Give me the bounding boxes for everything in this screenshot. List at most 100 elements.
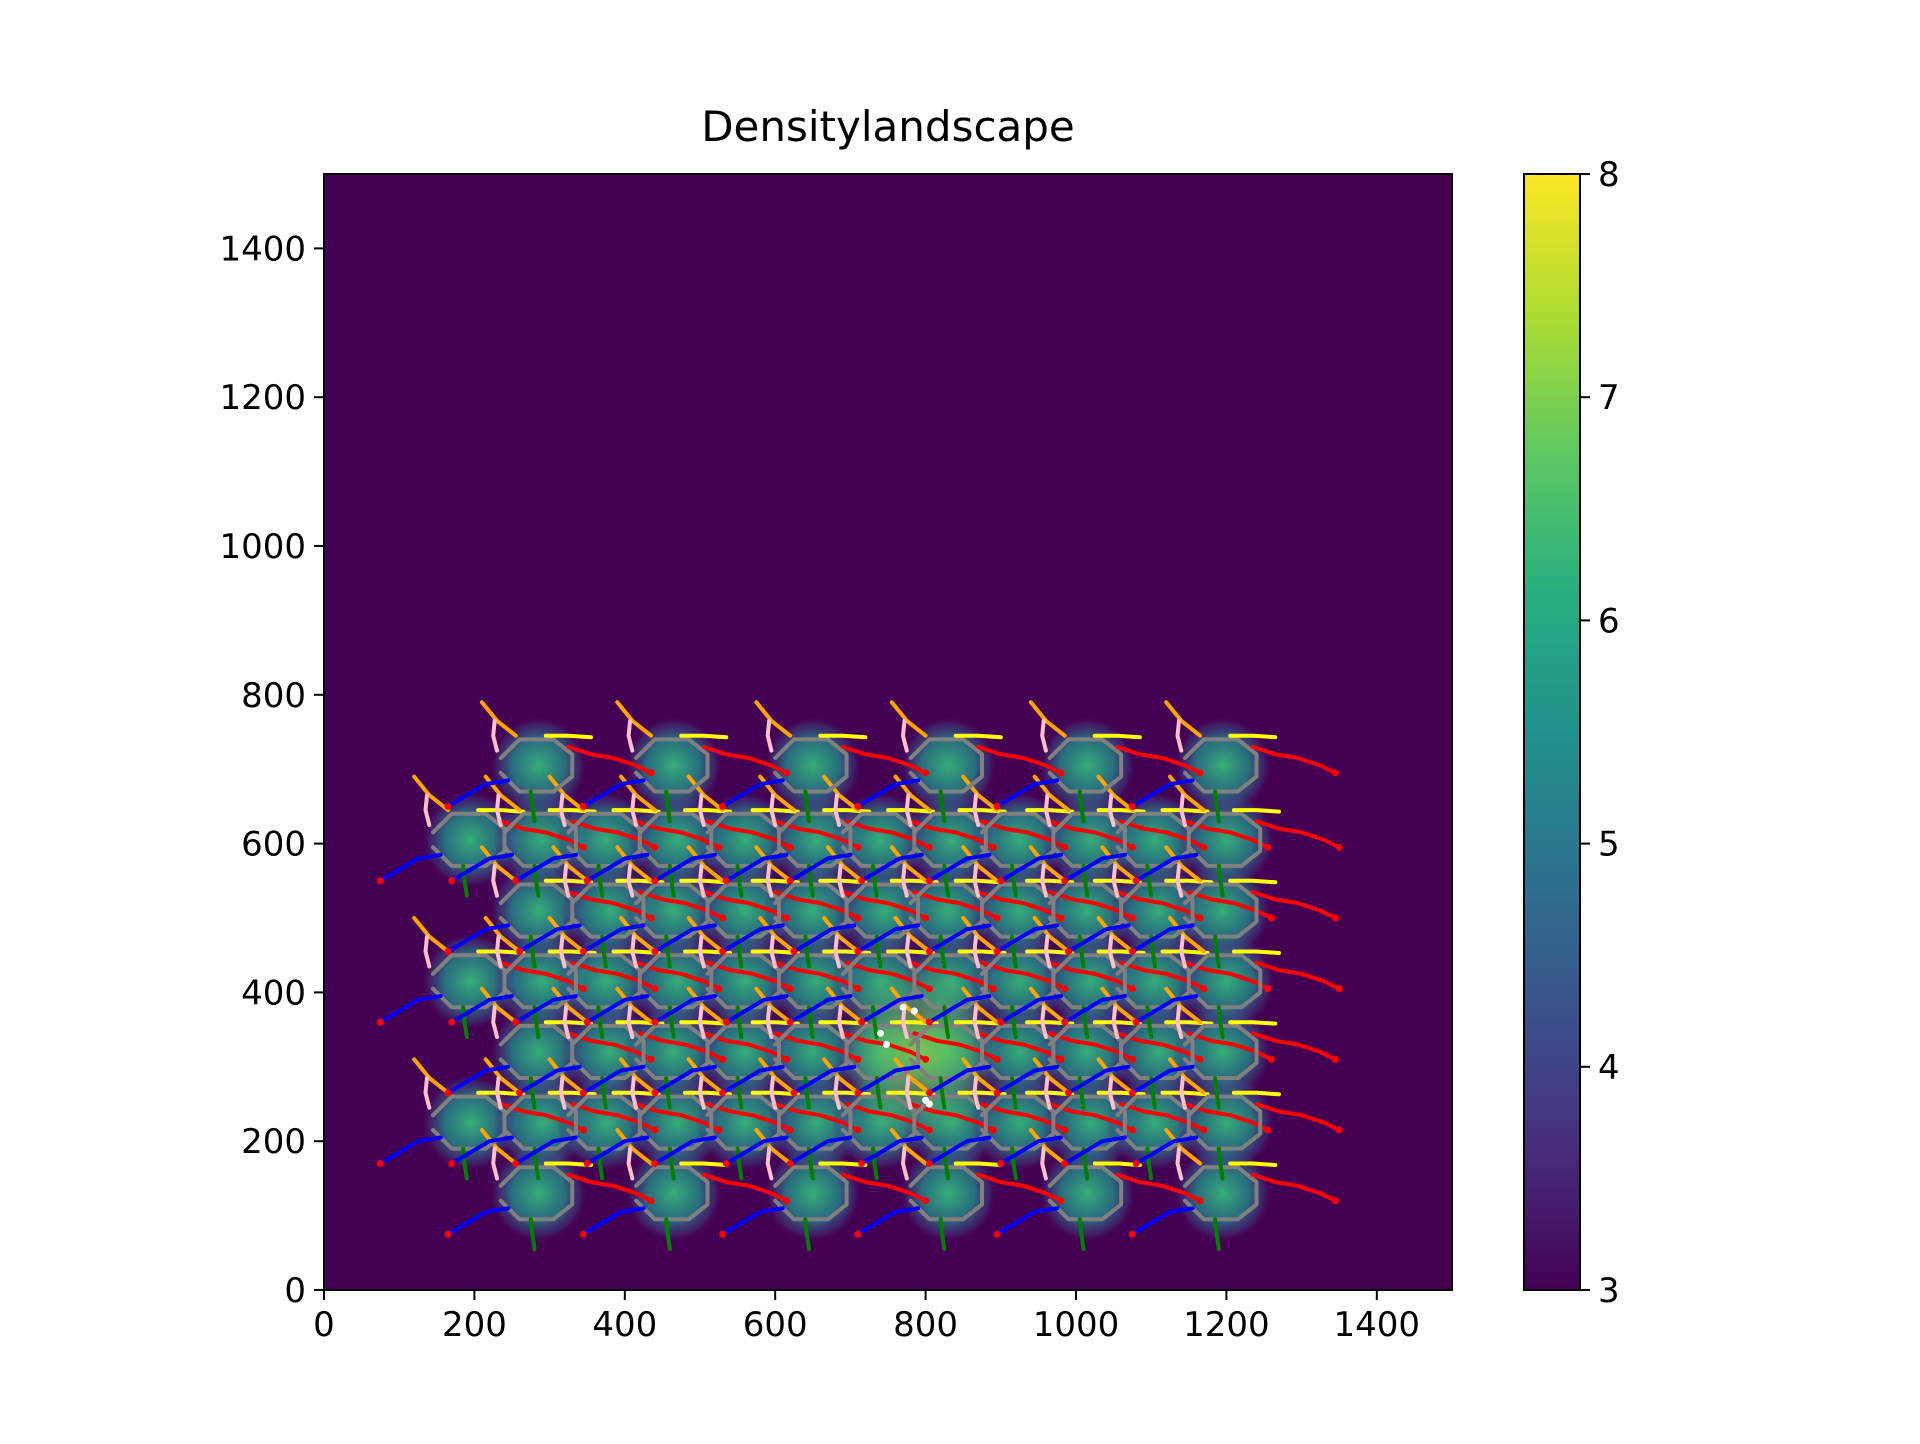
red-track-end <box>1268 914 1276 922</box>
hex-outline <box>637 953 714 1010</box>
x-tick-label: 600 <box>743 1305 808 1345</box>
yellow-track <box>1025 949 1075 955</box>
red-track-end <box>1061 843 1069 851</box>
pink-track <box>698 1005 706 1039</box>
red-track-end <box>1057 1055 1065 1063</box>
hex-outline <box>1119 882 1195 939</box>
yellow-track <box>750 1090 800 1097</box>
red-track-end <box>715 985 723 993</box>
pink-track <box>972 1005 981 1039</box>
orange-track <box>1096 1057 1135 1095</box>
red-track-end <box>1061 985 1069 993</box>
hex-outline <box>773 737 849 794</box>
blue-track-end <box>858 877 866 885</box>
red-track-end <box>647 1197 655 1205</box>
red-track-end <box>925 985 933 993</box>
density-cell <box>899 861 998 960</box>
green-track <box>803 1076 811 1110</box>
hex-outline <box>980 953 1056 1010</box>
orange-track <box>551 986 590 1025</box>
red-track-end <box>1200 843 1208 851</box>
yellow-track <box>1096 808 1146 814</box>
pink-track <box>1107 1076 1116 1110</box>
green-track <box>1077 789 1086 824</box>
red-track <box>701 744 789 775</box>
red-track <box>976 1031 1063 1062</box>
blue-track <box>652 1135 717 1166</box>
red-track-end <box>1196 1197 1204 1205</box>
blue-track-end <box>719 1230 727 1238</box>
hex-outline <box>908 882 984 939</box>
blue-track <box>927 994 992 1025</box>
red-track <box>570 819 657 850</box>
red-track <box>773 1102 860 1132</box>
red-track-end <box>854 843 862 851</box>
white-marker <box>899 1003 907 1011</box>
white-marker <box>910 1007 918 1015</box>
pink-track <box>630 793 639 827</box>
y-tick-label: 1200 <box>219 378 306 418</box>
blue-track-end <box>1128 1230 1136 1238</box>
orange-track <box>479 1128 518 1166</box>
blue-track-end <box>997 877 1005 885</box>
green-track <box>803 934 811 969</box>
orange-track <box>1096 916 1135 954</box>
pink-track <box>558 934 567 969</box>
blue-track <box>449 852 514 883</box>
orange-track <box>1164 986 1203 1025</box>
red-track-end <box>579 843 587 851</box>
yellow-track <box>1228 878 1278 885</box>
blue-track <box>724 994 789 1025</box>
pink-track <box>491 718 499 753</box>
density-cell <box>899 1144 998 1243</box>
density-cell <box>624 861 723 960</box>
red-track <box>1115 890 1203 920</box>
pink-track <box>972 793 981 827</box>
blue-track <box>581 1206 646 1237</box>
blue-track-end <box>579 802 587 810</box>
orange-track <box>551 845 590 883</box>
blue-track <box>446 1206 511 1237</box>
red-track <box>1254 960 1342 991</box>
yellow-track <box>953 1161 1003 1167</box>
red-track-end <box>1264 1126 1272 1134</box>
red-track <box>498 1102 586 1132</box>
orange-track <box>1032 1057 1071 1095</box>
density-cell <box>624 1002 723 1101</box>
hex-outline <box>1047 737 1124 794</box>
blue-track <box>378 994 443 1025</box>
red-track <box>1115 744 1203 775</box>
green-track <box>1077 1217 1086 1252</box>
density-cell <box>763 1144 862 1243</box>
blue-track-end <box>651 1160 659 1168</box>
green-track <box>1213 789 1221 824</box>
hex-outline <box>773 1165 849 1222</box>
red-track-end <box>854 914 862 922</box>
red-track <box>1183 819 1270 850</box>
green-track <box>938 789 947 824</box>
hex-outline <box>980 1023 1056 1080</box>
hex-outline <box>1115 1094 1191 1151</box>
blue-track-end <box>1128 802 1136 810</box>
orange-track <box>822 916 860 954</box>
green-track <box>1010 863 1018 898</box>
pink-track <box>972 1076 981 1110</box>
density-cell <box>489 1144 588 1243</box>
blue-track <box>855 1206 921 1237</box>
red-track <box>570 1102 657 1132</box>
orange-track <box>412 916 451 954</box>
pink-track <box>769 1076 778 1110</box>
blue-track <box>1066 923 1131 954</box>
yellow-track <box>1231 808 1281 814</box>
blue-track <box>581 1064 646 1095</box>
pink-track <box>1040 1146 1048 1181</box>
red-track <box>1183 1102 1270 1132</box>
green-track <box>664 1076 672 1110</box>
hex-outline <box>1186 1094 1263 1151</box>
green-track <box>803 1217 811 1252</box>
red-track <box>566 1031 654 1062</box>
density-cell <box>1173 861 1272 960</box>
red-track <box>1119 960 1206 991</box>
pink-track <box>626 863 635 898</box>
pink-track <box>626 718 635 753</box>
